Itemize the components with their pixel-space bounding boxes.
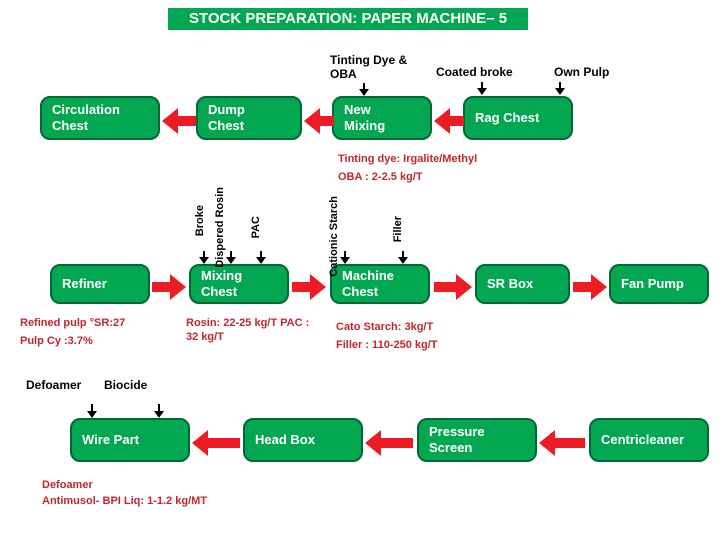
label-bottom-note1: Defoamer	[42, 478, 93, 492]
arrow-right	[292, 274, 326, 300]
node-fan-pump: Fan Pump	[609, 264, 709, 304]
label-oba-detail: OBA : 2-2.5 kg/T	[338, 170, 423, 184]
arrow-left	[434, 108, 464, 134]
arrow-right	[573, 274, 607, 300]
down-arrow	[398, 251, 408, 264]
vlabel-filler: Filler	[392, 216, 404, 242]
label-defoamer: Defoamer	[26, 378, 81, 394]
down-arrow	[555, 82, 565, 95]
node-circulation-chest: Circulation Chest	[40, 96, 160, 140]
down-arrow	[154, 404, 164, 418]
down-arrow	[199, 251, 209, 264]
node-pressure-screen: Pressure Screen	[417, 418, 537, 462]
arrow-left	[539, 430, 585, 456]
arrow-right	[434, 274, 472, 300]
down-arrow	[477, 82, 487, 95]
vlabel-cationic-starch: Cationic Starch	[328, 196, 340, 277]
vlabel-pac: PAC	[250, 216, 262, 238]
down-arrow	[256, 251, 266, 264]
node-wire-part: Wire Part	[70, 418, 190, 462]
node-sr-box: SR Box	[475, 264, 570, 304]
vlabel-broke: Broke	[194, 205, 206, 236]
label-pulp-cy: Pulp Cy :3.7%	[20, 334, 93, 348]
node-rag-chest: Rag Chest	[463, 96, 573, 140]
down-arrow	[340, 251, 350, 264]
label-own-pulp: Own Pulp	[554, 66, 609, 80]
diagram-title: STOCK PREPARATION: PAPER MACHINE– 5	[168, 8, 528, 30]
node-head-box: Head Box	[243, 418, 363, 462]
node-machine-chest: Machine Chest	[330, 264, 430, 304]
label-rosin-pac: Rosin: 22-25 kg/T PAC : 32 kg/T	[186, 316, 309, 345]
label-cato-starch: Cato Starch: 3kg/T	[336, 320, 433, 334]
arrow-left	[192, 430, 240, 456]
arrow-left	[365, 430, 413, 456]
node-new-mixing: New Mixing	[332, 96, 432, 140]
down-arrow	[87, 404, 97, 418]
node-centricleaner: Centricleaner	[589, 418, 709, 462]
down-arrow	[226, 251, 236, 264]
label-tinting-detail: Tinting dye: Irgalite/Methyl	[338, 152, 477, 166]
down-arrow	[359, 83, 369, 96]
arrow-left	[162, 108, 196, 134]
node-mixing-chest: Mixing Chest	[189, 264, 289, 304]
node-refiner: Refiner	[50, 264, 150, 304]
arrow-right	[152, 274, 186, 300]
label-coated-broke: Coated broke	[436, 66, 513, 80]
label-biocide: Biocide	[104, 378, 147, 394]
label-refined-sr: Refined pulp °SR:27	[20, 316, 125, 330]
label-bottom-note2: Antimusol- BPI Liq: 1-1.2 kg/MT	[42, 494, 207, 508]
arrow-left	[304, 108, 334, 134]
label-filler-amt: Filler : 110-250 kg/T	[336, 338, 438, 352]
label-tinting-oba: Tinting Dye & OBA	[330, 54, 407, 82]
vlabel-dispered-rosin: Dispered Rosin	[214, 187, 226, 268]
node-dump-chest: Dump Chest	[196, 96, 302, 140]
